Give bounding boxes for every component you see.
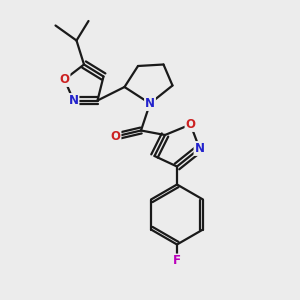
Text: O: O — [110, 130, 121, 143]
Text: O: O — [59, 73, 70, 86]
Text: N: N — [68, 94, 79, 107]
Text: O: O — [185, 118, 196, 131]
Text: F: F — [173, 254, 181, 268]
Text: N: N — [145, 97, 155, 110]
Text: N: N — [194, 142, 205, 155]
